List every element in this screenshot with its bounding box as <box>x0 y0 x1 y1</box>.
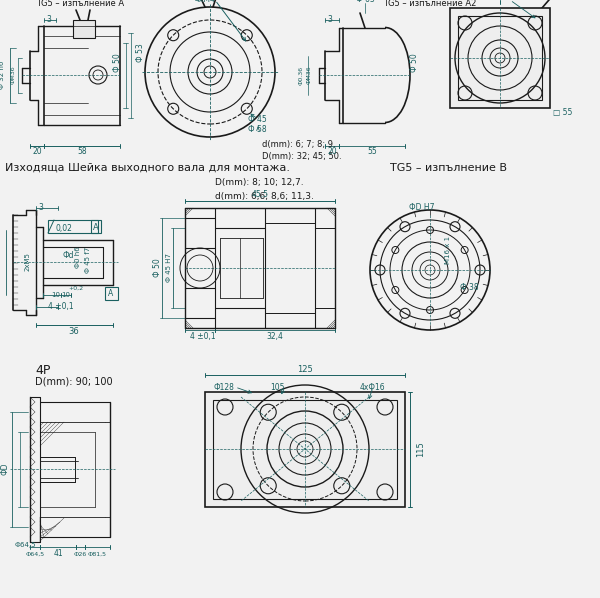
Text: □ 55: □ 55 <box>553 108 572 117</box>
Text: 45,5: 45,5 <box>251 191 269 200</box>
Text: 55: 55 <box>367 148 377 157</box>
Bar <box>48 220 98 233</box>
Text: Ф81,5: Ф81,5 <box>88 551 107 557</box>
Text: 3: 3 <box>327 16 332 25</box>
Text: Ф 50: Ф 50 <box>410 54 419 72</box>
Text: d(mm): 6,6; 8,6; 11,3.: d(mm): 6,6; 8,6; 11,3. <box>215 193 314 202</box>
Text: Ф 53: Ф 53 <box>136 44 145 62</box>
Bar <box>91 220 101 233</box>
Text: Ф64,5: Ф64,5 <box>25 551 44 557</box>
Bar <box>458 16 542 100</box>
Text: ФD: ФD <box>1 463 10 475</box>
Text: D(mm): 90; 100: D(mm): 90; 100 <box>35 377 113 387</box>
Bar <box>213 400 397 499</box>
Text: ТG5 – изпълнение А: ТG5 – изпълнение А <box>36 0 124 8</box>
Text: 115: 115 <box>416 441 425 457</box>
Text: Ф26: Ф26 <box>73 551 86 557</box>
Text: Ф 50: Ф 50 <box>152 258 161 277</box>
Bar <box>450 8 550 108</box>
Text: 10: 10 <box>62 292 71 298</box>
Text: ТG5 – изпълнение А2: ТG5 – изпълнение А2 <box>383 0 476 8</box>
Text: 58: 58 <box>77 148 87 157</box>
Text: М16 х 1: М16 х 1 <box>445 236 451 264</box>
Text: 41: 41 <box>53 550 63 559</box>
Text: Ф0.36: Ф0.36 <box>299 65 304 84</box>
Text: Ф 63: Ф 63 <box>356 0 374 5</box>
Text: Ф 45: Ф 45 <box>248 114 267 124</box>
Text: 4хМ4: 4хМ4 <box>194 0 215 5</box>
Text: A: A <box>109 289 113 298</box>
Text: D(mm): 32; 45; 50.: D(mm): 32; 45; 50. <box>262 151 341 160</box>
Text: 4 ±0,1: 4 ±0,1 <box>48 303 74 312</box>
Bar <box>205 392 405 507</box>
Text: Ф 32 h6: Ф 32 h6 <box>0 61 5 89</box>
Text: 4Р: 4Р <box>35 364 50 377</box>
Text: Ф0 h6: Ф0 h6 <box>75 246 81 268</box>
Text: 32,4: 32,4 <box>266 331 283 340</box>
Bar <box>73 20 95 38</box>
Text: TG5 – изпълнение В: TG5 – изпълнение В <box>390 163 507 173</box>
Text: 20: 20 <box>32 148 42 157</box>
Text: 20: 20 <box>327 148 337 157</box>
Text: 10: 10 <box>52 292 61 298</box>
Text: 3: 3 <box>46 16 51 25</box>
Text: Изходяща Шейка выходного вала для монтажа.: Изходяща Шейка выходного вала для монтаж… <box>5 163 290 173</box>
Text: 2хМ5: 2хМ5 <box>25 252 31 271</box>
Text: Фd: Фd <box>62 251 74 260</box>
Text: 125: 125 <box>297 365 313 374</box>
Text: Ф128: Ф128 <box>213 383 234 392</box>
Text: 0,02: 0,02 <box>56 224 73 233</box>
Text: Ф64,5: Ф64,5 <box>14 542 36 548</box>
Text: Ф 58: Ф 58 <box>248 126 266 135</box>
Text: Ф 45 Н7: Ф 45 Н7 <box>166 254 172 282</box>
Text: D(mm): 8; 10; 12,7.: D(mm): 8; 10; 12,7. <box>215 178 304 188</box>
Text: d(mm): 6; 7; 8; 9.: d(mm): 6; 7; 8; 9. <box>262 139 335 148</box>
Text: ФМ36: ФМ36 <box>307 66 311 84</box>
Text: A: A <box>93 224 99 233</box>
Text: Ф 50: Ф 50 <box>113 54 122 72</box>
Text: Ф 45 f7: Ф 45 f7 <box>85 247 91 273</box>
Text: +0,2: +0,2 <box>68 285 83 291</box>
Text: 36: 36 <box>68 327 79 335</box>
Text: 4хФ16: 4хФ16 <box>360 383 386 392</box>
Text: 105: 105 <box>270 383 284 392</box>
Text: 3: 3 <box>38 203 43 212</box>
Text: 4х  Ф 45: 4х Ф 45 <box>484 0 517 2</box>
Text: ФM36: ФM36 <box>11 66 16 84</box>
Text: Ф 38: Ф 38 <box>460 282 479 291</box>
Text: ФD Н7: ФD Н7 <box>409 203 435 212</box>
Text: 4 ±0,1: 4 ±0,1 <box>190 331 215 340</box>
Bar <box>105 287 118 300</box>
